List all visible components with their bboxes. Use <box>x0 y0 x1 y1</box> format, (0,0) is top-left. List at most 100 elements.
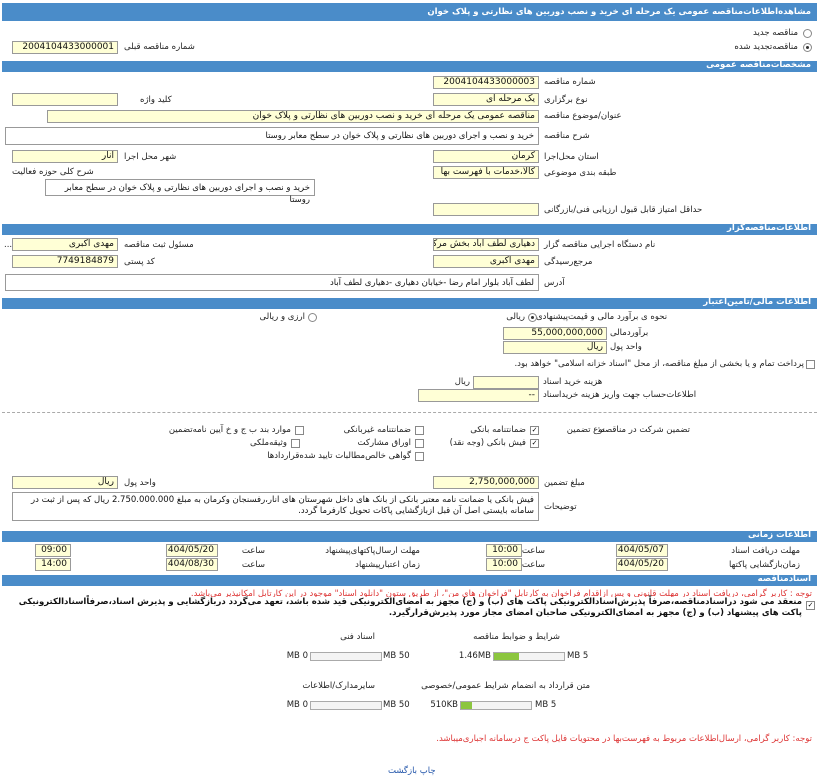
field: 2004104433000001 <box>12 41 118 54</box>
label: اطلاعات‌حساب جهت واریز هزینه خریداسناد <box>543 390 697 400</box>
label: گواهی خالص‌مطالبات تایید شده‌قراردادها <box>267 451 411 461</box>
date-field: 1404/05/20 <box>166 544 218 557</box>
text-box: فیش بانکی یا ضمانت نامه معتبر بانکی از ب… <box>12 492 539 521</box>
field <box>433 203 539 216</box>
time-field: 10:00 <box>486 544 522 557</box>
progress <box>460 701 532 710</box>
file-size: 0 MB <box>286 651 308 661</box>
progress <box>310 701 382 710</box>
header-bar: مشاهده‌اطلاعات‌مناقصه عمومی یک مرحله ای … <box>2 3 817 21</box>
label: نحوه ی برآورد مالی و قیمت‌پیشنهادی <box>536 312 668 322</box>
label: حداقل امتیاز قابل قبول ارزیابی فنی/بازرگ… <box>544 205 703 215</box>
section-bar: مشخصات‌مناقصه عمومی <box>2 60 817 72</box>
label: فیش بانکی (وجه نقد) <box>449 438 526 448</box>
label: ساعت <box>241 560 265 570</box>
field: انار <box>12 150 118 163</box>
label: واحد پول <box>124 478 156 488</box>
field: ریال <box>503 341 607 354</box>
checkbox[interactable] <box>806 360 815 369</box>
checkbox[interactable] <box>415 452 424 461</box>
label: نوع برگزاری <box>544 95 588 105</box>
file-max: 5 MB <box>535 700 557 710</box>
field: کالا،خدمات با فهرست بها <box>433 166 539 179</box>
label: مهلت دریافت اسناد <box>731 546 800 556</box>
label: ضمانتنامه غیربانکی <box>343 425 411 435</box>
label: مسئول ثبت مناقصه <box>124 240 194 250</box>
field <box>12 93 118 106</box>
radio[interactable] <box>308 313 317 322</box>
more: ... <box>4 240 13 250</box>
text-box: لطف آباد بلوار امام رضا -خیابان دهیاری -… <box>5 274 539 291</box>
radio[interactable] <box>528 313 537 322</box>
field: دهیاری لطف اباد بخش مرکز <box>433 238 539 251</box>
label: نوع تضمین <box>566 425 605 435</box>
checkbox[interactable] <box>291 439 300 448</box>
label: نام دستگاه اجرایی مناقصه گزار <box>544 240 656 250</box>
file-size: 510KB <box>430 700 458 710</box>
label: مبلغ تضمین <box>544 478 585 488</box>
time-field: 09:00 <box>35 544 71 557</box>
label: وثیقه‌ملکی <box>249 438 287 448</box>
radio[interactable] <box>803 43 812 52</box>
label: ریال <box>454 377 470 387</box>
label: شماره مناقصه <box>544 77 596 87</box>
time-field: 14:00 <box>35 558 71 571</box>
field: مناقصه عمومی یک مرحله ای خرید و نصب دورب… <box>47 110 539 123</box>
section-title: اطلاعات زمانی <box>747 530 811 540</box>
label: شماره مناقصه قبلی <box>124 42 195 52</box>
label: ریالی <box>506 312 525 322</box>
field: -- <box>418 389 539 402</box>
text-box: خرید و نصب و اجرای دوربین های نظارتی و پ… <box>45 179 315 205</box>
section-bar: اطلاعات مالی/تامین‌اعتبار <box>2 297 817 309</box>
section-title: اسنادمناقصه <box>757 574 811 584</box>
checkbox[interactable] <box>415 439 424 448</box>
field: 2004104433000003 <box>433 76 539 89</box>
label: زمان‌بازگشایی پاکتها <box>729 560 800 570</box>
field: ریال <box>12 476 118 489</box>
section-bar: اسنادمناقصه <box>2 574 817 586</box>
label: شرح مناقصه <box>544 131 590 141</box>
label: ضمانتنامه بانکی <box>470 425 526 435</box>
file-label: سایرمدارک/اطلاعات <box>302 681 375 691</box>
section-title: مشخصات‌مناقصه عمومی <box>706 60 811 70</box>
separator <box>2 412 817 413</box>
label: مهلت ارسال‌پاکتهای‌پیشنهاد <box>325 546 420 556</box>
label: برآوردمالی <box>610 328 649 338</box>
field: مهدی اکبری <box>12 238 118 251</box>
file-max: 50 MB <box>383 700 410 710</box>
section-title: اطلاعات‌مناقصه‌گزار <box>727 223 811 233</box>
field: کرمان <box>433 150 539 163</box>
label: عنوان/موضوع مناقصه <box>544 111 622 121</box>
checkbox[interactable] <box>415 426 424 435</box>
label: اوراق مشارکت <box>357 438 411 448</box>
text-box: منعقد می شود دراسنادمناقصه،صرفاً پذیرش‌ا… <box>2 597 802 621</box>
section-bar: اطلاعات زمانی <box>2 530 817 542</box>
final-note: توجه: کاربر گرامی، ارسال‌اطلاعات مربوط ب… <box>436 734 812 744</box>
date-field: 1404/05/07 <box>616 544 668 557</box>
file-max: 5 MB <box>567 651 589 661</box>
label: واحد پول <box>610 342 642 352</box>
label: مرجع‌رسیدگی <box>544 257 593 267</box>
checkbox[interactable] <box>295 426 304 435</box>
field: 7749184879 <box>12 255 118 268</box>
field: 2,750,000,000 <box>433 476 539 489</box>
file-size: 1.46MB <box>458 651 491 661</box>
label: طبقه بندی موضوعی <box>544 168 617 178</box>
back-link[interactable]: چاپ بازگشت <box>388 766 436 776</box>
label: آدرس <box>544 278 565 288</box>
label: تضمین شرکت در مناقصه: <box>597 425 690 435</box>
checkbox[interactable]: ✓ <box>806 601 815 610</box>
field: 55,000,000,000 <box>503 327 607 340</box>
radio[interactable] <box>803 29 812 38</box>
section-bar: اطلاعات‌مناقصه‌گزار <box>2 223 817 235</box>
section-title: اطلاعات مالی/تامین‌اعتبار <box>703 297 811 307</box>
label: ساعت <box>521 546 545 556</box>
checkbox[interactable]: ✓ <box>530 439 539 448</box>
checkbox[interactable]: ✓ <box>530 426 539 435</box>
notice: توجه : کاربر گرامی، دریافت اسناد در مهلت… <box>190 589 812 599</box>
time-field: 10:00 <box>486 558 522 571</box>
label: کد پستی <box>124 257 155 267</box>
text-box: خرید و نصب و اجرای دوربین های نظارتی و پ… <box>5 127 539 145</box>
file-label: شرایط و ضوابط مناقصه <box>473 632 560 642</box>
